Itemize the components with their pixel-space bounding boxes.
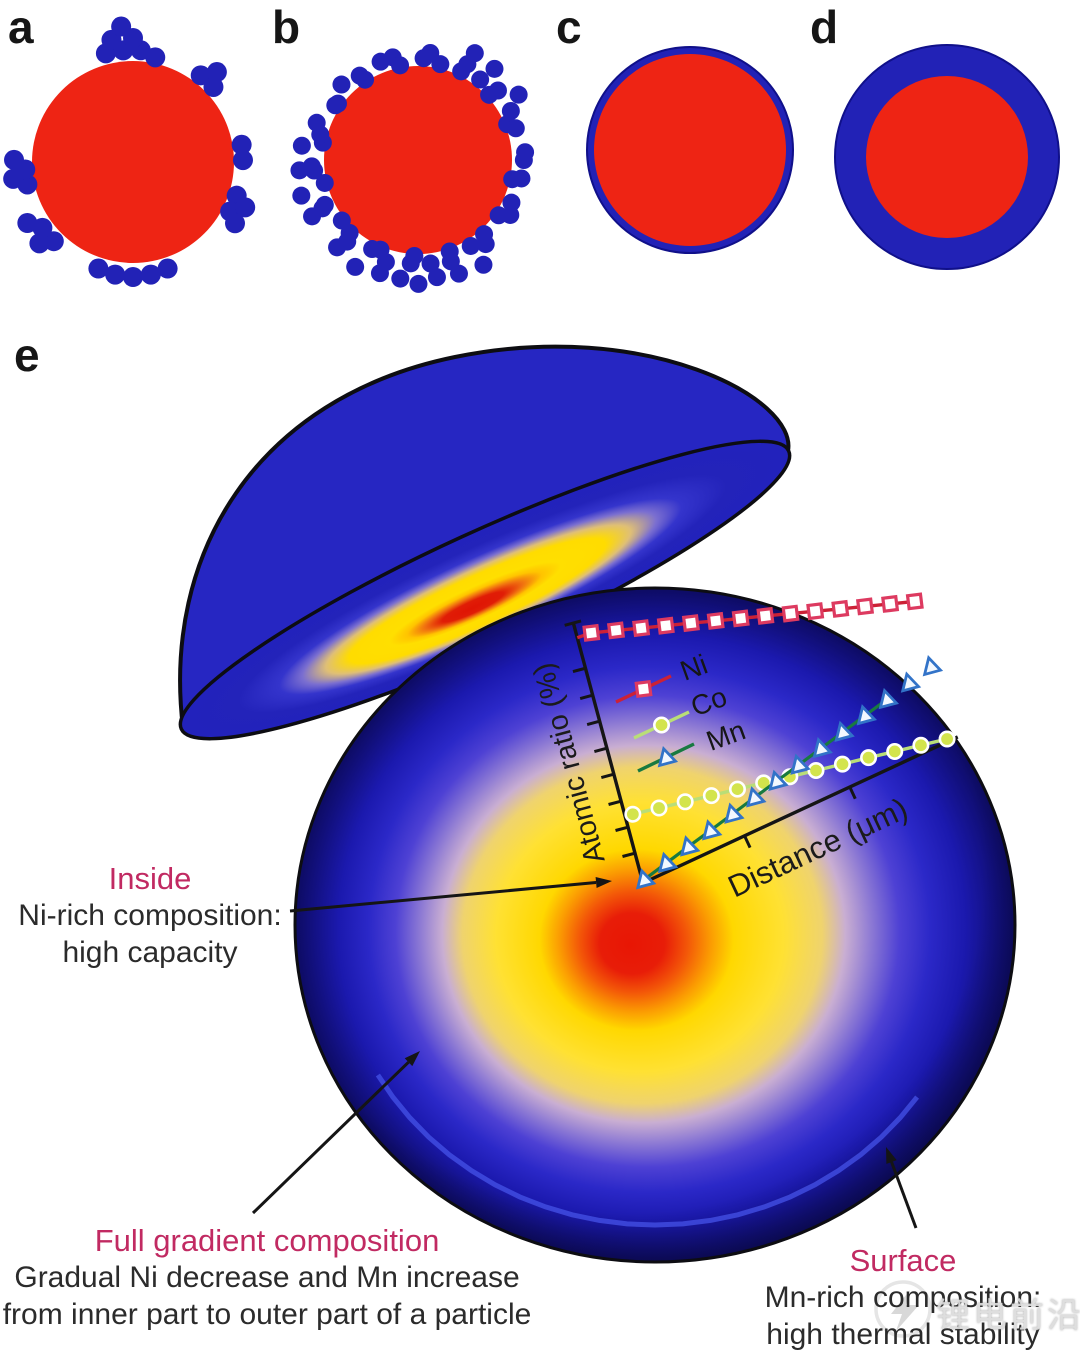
legend-marker-ni <box>615 674 672 704</box>
watermark-icon <box>874 1280 932 1338</box>
panel-label-c: c <box>556 1 582 53</box>
annotation-full-gradient-line1: Gradual Ni decrease and Mn increase <box>14 1261 520 1294</box>
annotation-surface: Surface Mn-rich composition: high therma… <box>736 1242 1070 1353</box>
legend-marker-mn <box>637 742 695 773</box>
surface-arrow <box>886 1147 918 1229</box>
inset-line-chart <box>564 592 959 890</box>
annotation-full-gradient: Full gradient composition Gradual Ni dec… <box>0 1222 534 1333</box>
legend-marker-co <box>633 710 690 740</box>
annotation-full-gradient-title: Full gradient composition <box>94 1223 440 1258</box>
panel-d-particle <box>834 44 1060 270</box>
inside-arrow <box>289 877 612 913</box>
annotation-surface-line2: high thermal stability <box>766 1318 1040 1351</box>
annotation-surface-line1: Mn-rich composition: <box>764 1281 1042 1314</box>
panel-label-d: d <box>810 1 839 53</box>
annotation-arrows <box>251 877 918 1229</box>
annotation-surface-title: Surface <box>849 1243 957 1278</box>
particle-panels-abcd <box>3 16 1060 293</box>
series-mn <box>635 654 944 890</box>
panel-c-particle <box>586 46 794 254</box>
gradient-sphere <box>293 586 1017 1264</box>
annotation-inside-line2: high capacity <box>62 936 238 969</box>
series-ni <box>576 592 924 642</box>
panel-label-e: e <box>14 329 40 381</box>
annotation-inside: Inside Ni-rich composition: high capacit… <box>0 860 300 971</box>
annotation-inside-line1: Ni-rich composition: <box>18 899 282 932</box>
cut-hemisphere-cap <box>178 344 792 741</box>
panel-b-particle <box>290 43 535 293</box>
panel-a-particle <box>3 16 256 287</box>
panel-label-b: b <box>272 1 301 53</box>
full-gradient-arrow <box>251 1051 420 1215</box>
annotation-full-gradient-line2: from inner part to outer part of a parti… <box>2 1298 532 1331</box>
watermark-label: 锂电前沿 <box>936 1297 1080 1335</box>
annotation-inside-title: Inside <box>108 861 192 896</box>
panel-label-a: a <box>8 1 34 53</box>
